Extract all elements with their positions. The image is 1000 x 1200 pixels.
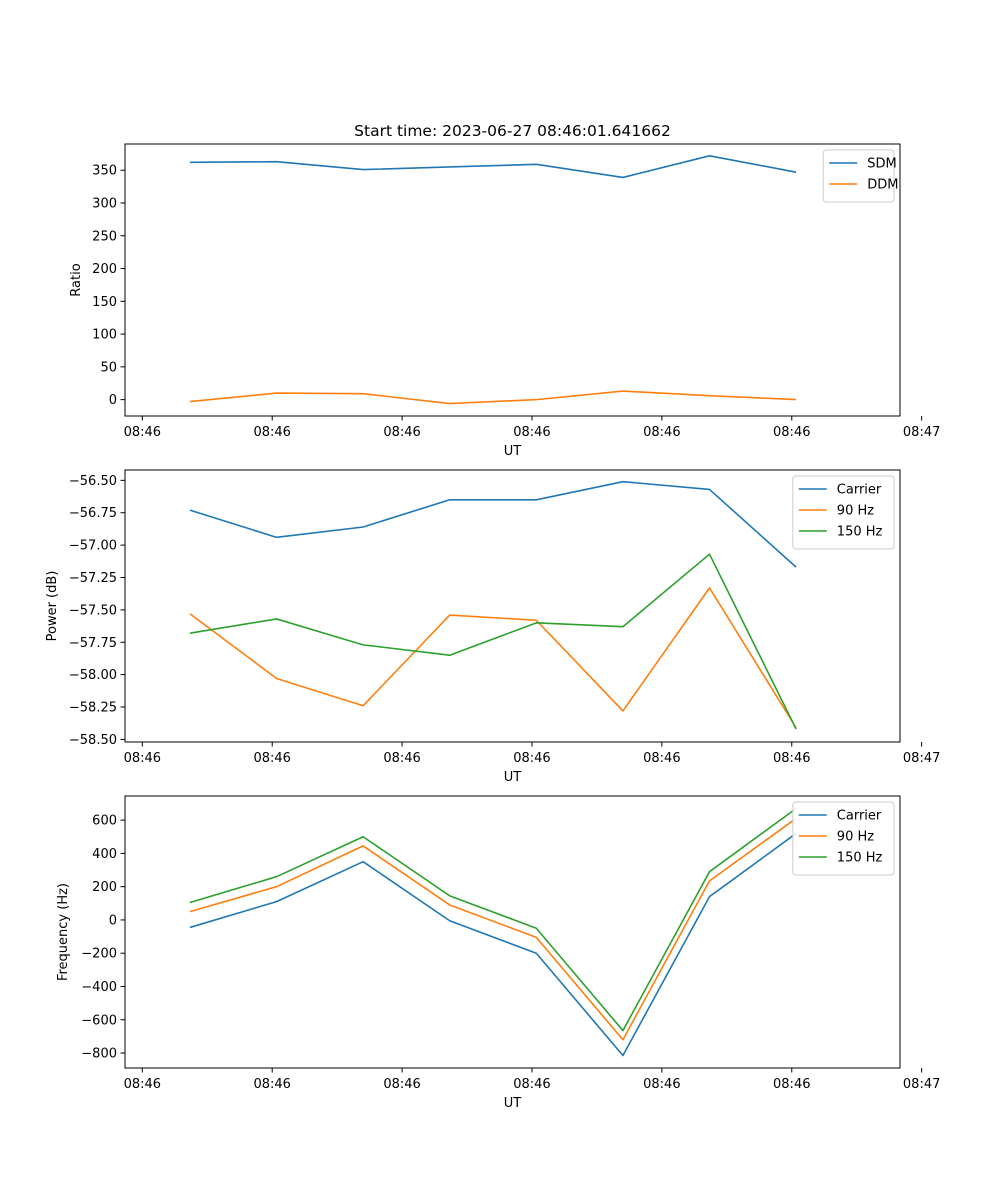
x-axis-label: UT (504, 770, 522, 785)
y-tick-label: −600 (81, 1013, 117, 1028)
x-tick-label: 08:47 (903, 1077, 940, 1092)
chart-1: 08:46 08:46 08:46 08:46 08:46 08:46 08:47 0 50 10… (69, 143, 940, 459)
y-tick-label: −56.50 (69, 474, 117, 489)
x-tick-label: 08:46 (643, 751, 680, 766)
x-axis-label: UT (504, 444, 522, 459)
series-line-2 (189, 390, 797, 405)
x-tick-label: 08:46 (253, 425, 290, 440)
y-tick-label: 200 (92, 262, 117, 277)
legend: SDM DDM (822, 149, 898, 203)
legend-label: Carrier (837, 809, 882, 824)
legend-label: 150 Hz (837, 525, 883, 540)
figure-title: Start time: 2023-06-27 08:46:01.641662 (354, 122, 671, 140)
y-axis-label: Ratio (69, 263, 84, 296)
axes-frame (124, 143, 901, 417)
x-tick-label: 08:46 (643, 1077, 680, 1092)
y-tick-label: 100 (92, 328, 117, 343)
y-tick-label: −57.25 (69, 571, 117, 586)
axes-frame (124, 795, 901, 1069)
series-line-1 (189, 480, 797, 568)
series-line-2 (189, 817, 797, 1041)
x-tick-label: 08:46 (773, 751, 810, 766)
x-tick-label: 08:46 (773, 1077, 810, 1092)
y-tick-label: 0 (109, 393, 117, 408)
x-tick-label: 08:46 (513, 425, 550, 440)
y-tick-label: 150 (92, 295, 117, 310)
x-tick-label: 08:46 (513, 751, 550, 766)
plots-container: 08:46 08:46 08:46 08:46 08:46 08:46 08:47 0 50 10… (45, 143, 940, 1111)
series-line-3 (189, 553, 797, 730)
x-tick-label: 08:46 (124, 751, 161, 766)
x-tick-label: 08:46 (253, 751, 290, 766)
legend-label: SDM (867, 157, 896, 172)
legend: Carrier 90 Hz 150 Hz (792, 475, 895, 550)
x-tick-label: 08:47 (903, 751, 940, 766)
legend-label: DDM (867, 178, 898, 193)
chart-3: 08:46 08:46 08:46 08:46 08:46 08:46 08:47 −800 −… (56, 795, 940, 1111)
y-tick-label: −57.00 (69, 539, 117, 554)
x-tick-label: 08:46 (643, 425, 680, 440)
legend-label: 150 Hz (837, 851, 883, 866)
y-tick-label: −58.50 (69, 733, 117, 748)
y-tick-label: 350 (92, 164, 117, 179)
legend-label: 90 Hz (837, 830, 874, 845)
y-tick-label: 600 (92, 814, 117, 829)
y-tick-label: 300 (92, 196, 117, 211)
x-tick-label: 08:46 (253, 1077, 290, 1092)
y-axis-label: Frequency (Hz) (56, 883, 71, 981)
y-tick-label: −56.75 (69, 506, 117, 521)
y-tick-label: −200 (81, 947, 117, 962)
x-tick-label: 08:46 (383, 751, 420, 766)
x-tick-label: 08:46 (124, 425, 161, 440)
y-tick-label: 200 (92, 880, 117, 895)
y-tick-label: −57.75 (69, 636, 117, 651)
y-tick-label: 400 (92, 847, 117, 862)
x-tick-label: 08:46 (773, 425, 810, 440)
y-tick-label: −57.50 (69, 603, 117, 618)
legend: Carrier 90 Hz 150 Hz (792, 801, 895, 876)
legend-label: 90 Hz (837, 504, 874, 519)
x-tick-label: 08:46 (513, 1077, 550, 1092)
x-tick-label: 08:46 (124, 1077, 161, 1092)
y-tick-label: −58.25 (69, 701, 117, 716)
series-line-1 (189, 832, 797, 1057)
y-tick-label: −400 (81, 980, 117, 995)
x-axis-label: UT (504, 1096, 522, 1111)
chart-2: 08:46 08:46 08:46 08:46 08:46 08:46 08:47 −58.5… (45, 469, 940, 785)
series-line-1 (189, 155, 797, 179)
y-tick-label: 50 (100, 360, 117, 375)
x-tick-label: 08:47 (903, 425, 940, 440)
series-line-3 (189, 807, 797, 1032)
y-tick-label: 0 (109, 913, 117, 928)
series-line-2 (189, 587, 797, 729)
x-tick-label: 08:46 (383, 425, 420, 440)
y-axis-label: Power (dB) (45, 571, 60, 642)
axes-frame (124, 469, 901, 743)
x-tick-label: 08:46 (383, 1077, 420, 1092)
legend-label: Carrier (837, 483, 882, 498)
y-tick-label: −800 (81, 1047, 117, 1062)
y-tick-label: −58.00 (69, 668, 117, 683)
y-tick-label: 250 (92, 229, 117, 244)
